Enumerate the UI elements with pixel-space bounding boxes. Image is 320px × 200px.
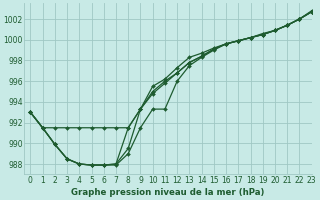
X-axis label: Graphe pression niveau de la mer (hPa): Graphe pression niveau de la mer (hPa)	[71, 188, 265, 197]
